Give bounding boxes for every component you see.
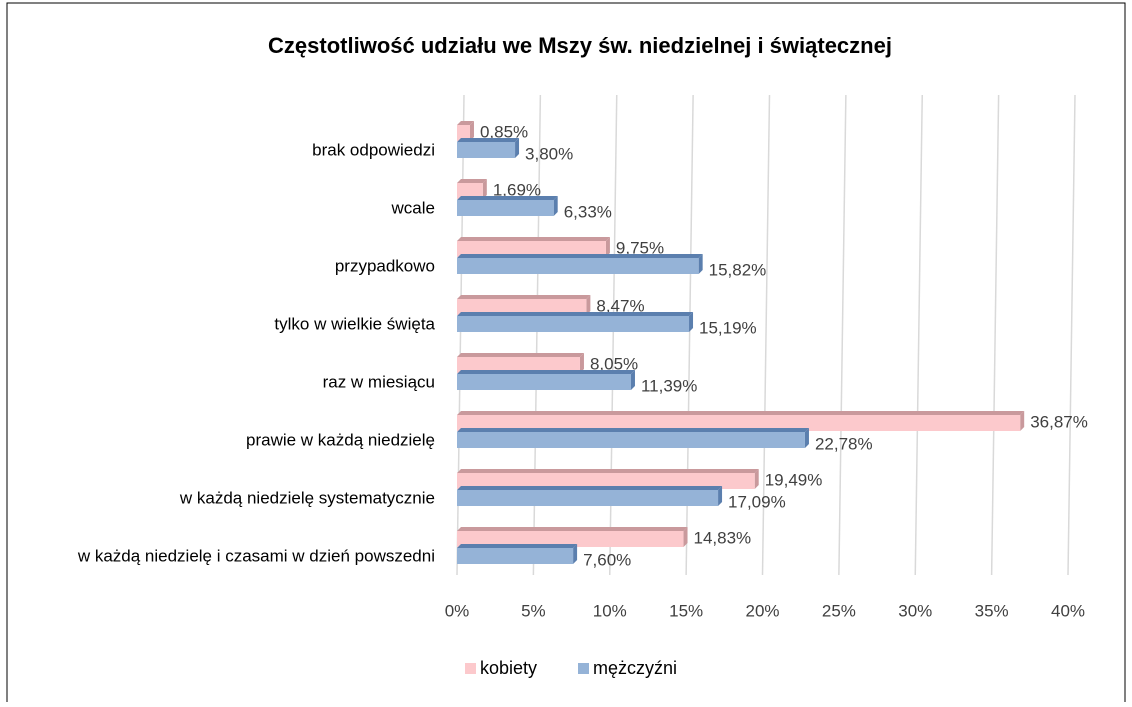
bar-top	[457, 411, 1025, 415]
bar	[457, 415, 1021, 431]
bar-top	[457, 121, 474, 125]
value-label: 15,19%	[699, 318, 757, 337]
bar-side	[689, 312, 694, 332]
value-label: 1,69%	[493, 180, 541, 199]
bar-top	[457, 237, 610, 241]
bar-side	[586, 295, 591, 315]
bar	[457, 490, 719, 506]
bar-side	[553, 196, 558, 216]
x-tick-label: 25%	[822, 601, 856, 620]
value-label: 7,60%	[583, 550, 631, 569]
y-tick-label: prawie w każdą niedzielę	[246, 430, 435, 449]
value-label: 11,39%	[641, 376, 697, 395]
bar-top	[457, 295, 591, 299]
legend-label: mężczyźni	[593, 658, 677, 678]
bar-side	[754, 469, 759, 489]
value-label: 19,49%	[765, 470, 823, 489]
bar-side	[804, 428, 809, 448]
bar-side	[573, 544, 578, 564]
bar-top	[457, 353, 584, 357]
value-label: 0,85%	[480, 122, 528, 141]
chart-title: Częstotliwość udziału we Mszy św. niedzi…	[268, 33, 892, 58]
legend-label: kobiety	[480, 658, 537, 678]
bar-side	[683, 527, 688, 547]
bar-side	[698, 254, 703, 274]
bar-top	[457, 428, 809, 432]
y-tick-label: tylko w wielkie święta	[274, 314, 435, 333]
x-tick-label: 35%	[975, 601, 1009, 620]
bar-top	[457, 469, 759, 473]
x-tick-label: 20%	[745, 601, 779, 620]
bar-side	[718, 486, 723, 506]
value-label: 14,83%	[694, 528, 752, 547]
bar-top	[457, 196, 558, 200]
value-label: 9,75%	[616, 238, 664, 257]
bar-side	[469, 121, 474, 141]
x-tick-label: 10%	[593, 601, 627, 620]
bar	[457, 142, 516, 158]
value-label: 22,78%	[815, 434, 873, 453]
bar-top	[457, 179, 487, 183]
y-tick-label: raz w miesiącu	[323, 372, 435, 391]
bar	[457, 200, 554, 216]
bar	[457, 531, 684, 547]
bar-top	[457, 138, 520, 142]
value-label: 17,09%	[728, 492, 786, 511]
x-tick-label: 30%	[898, 601, 932, 620]
bar-side	[482, 179, 487, 199]
bar-side	[579, 353, 584, 373]
grid-line	[914, 94, 923, 576]
value-label: 15,82%	[709, 260, 767, 279]
bar	[457, 299, 587, 315]
bar-side	[1020, 411, 1025, 431]
y-tick-label: wcale	[391, 198, 435, 217]
y-tick-label: w każdą niedzielę systematycznie	[179, 488, 435, 507]
x-tick-label: 5%	[521, 601, 546, 620]
value-label: 8,05%	[590, 354, 638, 373]
y-tick-label: przypadkowo	[335, 256, 435, 275]
y-tick-label: w każdą niedzielę i czasami w dzień pows…	[77, 546, 435, 565]
x-tick-label: 15%	[669, 601, 703, 620]
bar	[457, 548, 574, 564]
x-tick-label: 0%	[445, 601, 470, 620]
bar	[457, 258, 699, 274]
value-label: 8,47%	[596, 296, 644, 315]
value-label: 3,80%	[525, 144, 573, 163]
x-tick-label: 40%	[1051, 601, 1085, 620]
bar-top	[457, 544, 578, 548]
bar-top	[457, 254, 703, 258]
bar-side	[630, 370, 635, 390]
value-label: 6,33%	[564, 202, 612, 221]
bar	[457, 316, 690, 332]
bar	[457, 374, 631, 390]
legend-swatch	[578, 663, 589, 674]
bar-top	[457, 312, 694, 316]
legend-swatch	[465, 663, 476, 674]
chart-border	[6, 2, 1126, 707]
bar-side	[605, 237, 610, 257]
bar	[457, 473, 755, 489]
bar	[457, 241, 606, 257]
bar	[457, 125, 470, 141]
bar-top	[457, 527, 688, 531]
grid-line	[990, 94, 1000, 576]
bar	[457, 432, 805, 448]
y-tick-label: brak odpowiedzi	[312, 140, 435, 159]
bar	[457, 357, 580, 373]
grid-line	[838, 94, 847, 576]
bar-side	[515, 138, 520, 158]
bar-top	[457, 370, 635, 374]
bar	[457, 183, 483, 199]
grid-line	[761, 94, 771, 576]
bar-top	[457, 486, 723, 490]
grid-line	[1067, 94, 1076, 576]
value-label: 36,87%	[1030, 412, 1088, 431]
